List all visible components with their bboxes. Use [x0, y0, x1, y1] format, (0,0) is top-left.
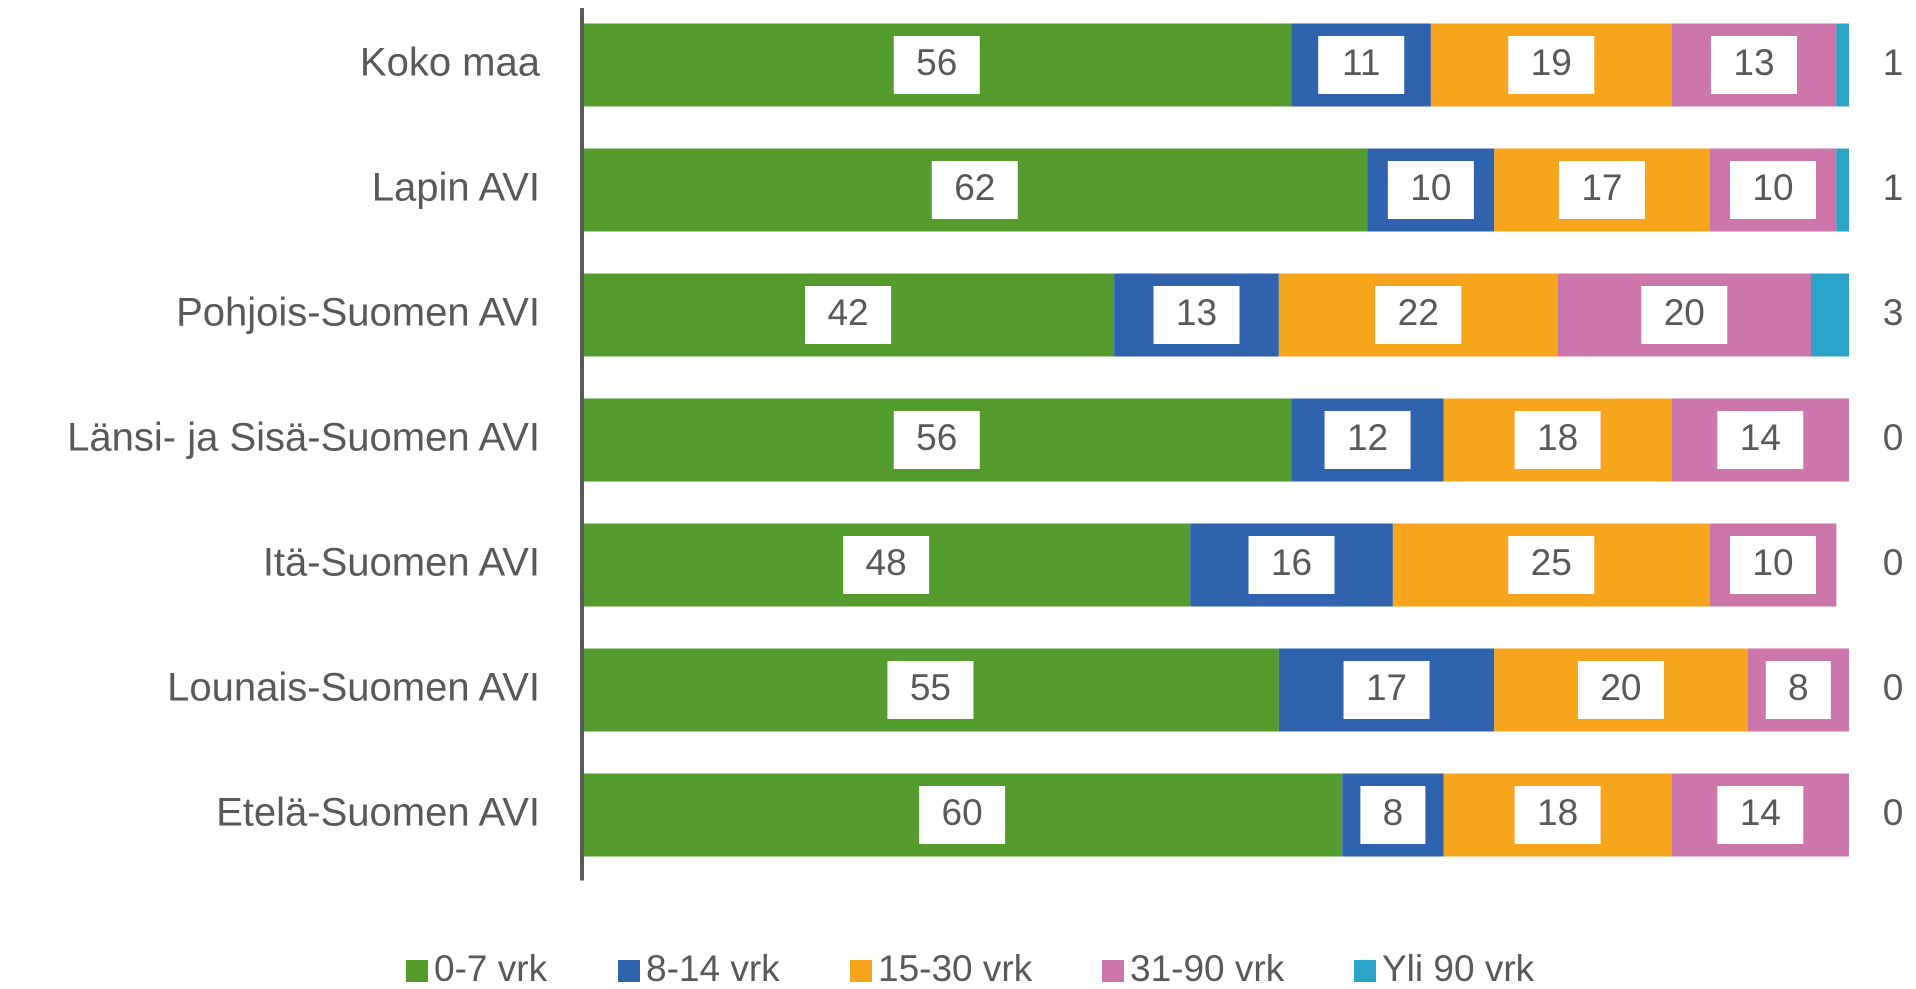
data-label-box: [1514, 786, 1601, 844]
data-label: 1: [1883, 42, 1904, 83]
data-label-box: [1508, 36, 1595, 94]
data-label-box: [931, 161, 1018, 219]
data-label-box: [1514, 411, 1601, 469]
data-label-box: [843, 536, 930, 594]
data-label: 48: [866, 542, 907, 583]
legend-swatch: [406, 960, 428, 982]
data-label-box: [1765, 661, 1831, 719]
data-label-box: [1360, 786, 1426, 844]
data-label-box: [1153, 286, 1240, 344]
legend-swatch: [1354, 960, 1376, 982]
data-label: 10: [1752, 167, 1793, 208]
data-label-box: [1717, 411, 1804, 469]
data-label: 0: [1883, 417, 1904, 458]
data-label-box: [893, 36, 980, 94]
data-label: 10: [1752, 542, 1793, 583]
bar-segment: [1810, 273, 1849, 357]
data-label-box: [1641, 286, 1728, 344]
data-label-box: [1577, 661, 1664, 719]
data-label: 14: [1740, 792, 1781, 833]
legend-label: 8-14 vrk: [646, 948, 780, 989]
data-label: 25: [1531, 542, 1572, 583]
data-label-box: [893, 411, 980, 469]
bar-segment: [1836, 148, 1849, 232]
legend-label: Yli 90 vrk: [1382, 948, 1535, 989]
data-label: 18: [1537, 417, 1578, 458]
data-label-box: [1343, 661, 1430, 719]
data-label: 62: [954, 167, 995, 208]
y-tick-label: Pohjois-Suomen AVI: [176, 291, 540, 335]
data-label: 14: [1740, 417, 1781, 458]
data-label: 17: [1366, 667, 1407, 708]
data-label-box: [1729, 536, 1816, 594]
data-label: 10: [1410, 167, 1451, 208]
legend-label: 15-30 vrk: [878, 948, 1033, 989]
data-label: 56: [916, 42, 957, 83]
data-label-box: [1729, 161, 1816, 219]
data-label: 20: [1664, 292, 1705, 333]
data-label: 0: [1883, 792, 1904, 833]
data-label: 60: [942, 792, 983, 833]
data-label: 56: [916, 417, 957, 458]
data-label-box: [1558, 161, 1645, 219]
data-label-box: [887, 661, 974, 719]
data-label-box: [1248, 536, 1335, 594]
data-label-box: [1318, 36, 1405, 94]
y-tick-label: Lapin AVI: [372, 166, 540, 210]
y-tick-label: Länsi- ja Sisä-Suomen AVI: [67, 416, 540, 460]
data-label: 22: [1398, 292, 1439, 333]
data-label: 13: [1176, 292, 1217, 333]
legend-label: 0-7 vrk: [434, 948, 548, 989]
legend-label: 31-90 vrk: [1130, 948, 1285, 989]
data-label: 8: [1383, 792, 1404, 833]
y-tick-label: Koko maa: [360, 41, 541, 85]
y-tick-label: Itä-Suomen AVI: [263, 541, 540, 585]
data-label: 17: [1581, 167, 1622, 208]
legend-swatch: [618, 960, 640, 982]
data-label: 8: [1788, 667, 1809, 708]
data-label: 19: [1531, 42, 1572, 83]
data-label: 3: [1883, 292, 1904, 333]
data-label-box: [1717, 786, 1804, 844]
data-label-box: [805, 286, 892, 344]
bar-segment: [1836, 23, 1849, 107]
y-tick-label: Lounais-Suomen AVI: [167, 666, 540, 710]
data-label-box: [1324, 411, 1411, 469]
data-label: 0: [1883, 667, 1904, 708]
data-label: 55: [910, 667, 951, 708]
data-label: 16: [1271, 542, 1312, 583]
data-label-box: [1710, 36, 1797, 94]
data-label: 13: [1733, 42, 1774, 83]
data-label-box: [919, 786, 1006, 844]
data-label-box: [1387, 161, 1474, 219]
data-label: 20: [1600, 667, 1641, 708]
data-label: 42: [827, 292, 868, 333]
data-label-box: [1508, 536, 1595, 594]
data-label: 18: [1537, 792, 1578, 833]
legend-swatch: [1102, 960, 1124, 982]
y-tick-label: Etelä-Suomen AVI: [216, 791, 540, 835]
data-label: 0: [1883, 542, 1904, 583]
data-label: 11: [1342, 42, 1380, 83]
data-label: 1: [1883, 167, 1904, 208]
data-label-box: [1375, 286, 1462, 344]
data-label: 12: [1347, 417, 1388, 458]
legend-swatch: [850, 960, 872, 982]
